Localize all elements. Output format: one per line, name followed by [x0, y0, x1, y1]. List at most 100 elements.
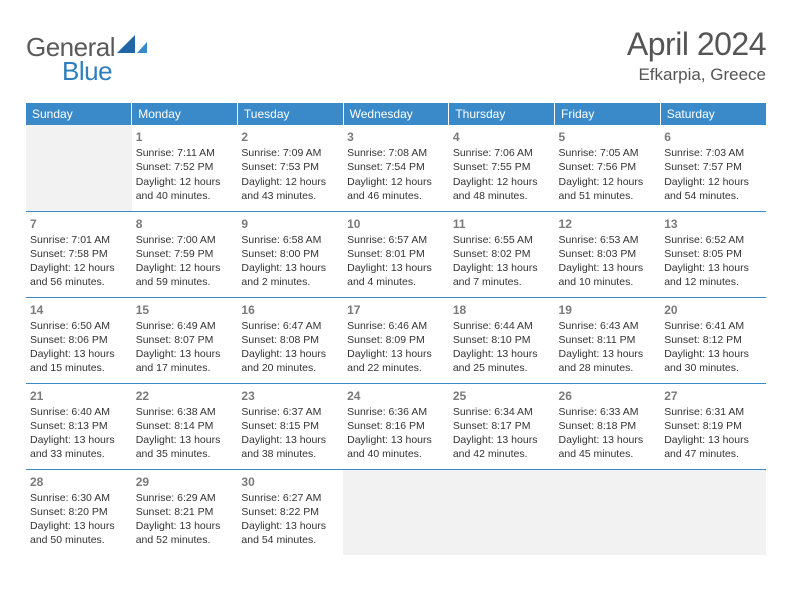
- day-number: 30: [241, 474, 339, 490]
- sunset-text: Sunset: 8:02 PM: [453, 247, 551, 261]
- daylight-text: Daylight: 13 hours: [347, 261, 445, 275]
- day-number: 11: [453, 216, 551, 232]
- daylight-text: Daylight: 13 hours: [453, 433, 551, 447]
- sunset-text: Sunset: 7:56 PM: [559, 160, 657, 174]
- calendar-row: 7Sunrise: 7:01 AMSunset: 7:58 PMDaylight…: [26, 211, 766, 297]
- day-number: 25: [453, 388, 551, 404]
- sunrise-text: Sunrise: 6:38 AM: [136, 405, 234, 419]
- sunrise-text: Sunrise: 6:50 AM: [30, 319, 128, 333]
- daylight-text: Daylight: 12 hours: [559, 175, 657, 189]
- calendar-cell: [449, 469, 555, 555]
- sunset-text: Sunset: 7:57 PM: [664, 160, 762, 174]
- sunset-text: Sunset: 8:07 PM: [136, 333, 234, 347]
- calendar-cell: 23Sunrise: 6:37 AMSunset: 8:15 PMDayligh…: [237, 383, 343, 469]
- calendar-cell: 27Sunrise: 6:31 AMSunset: 8:19 PMDayligh…: [660, 383, 766, 469]
- calendar-cell: 14Sunrise: 6:50 AMSunset: 8:06 PMDayligh…: [26, 297, 132, 383]
- weekday-header: Tuesday: [237, 103, 343, 125]
- calendar-cell: 17Sunrise: 6:46 AMSunset: 8:09 PMDayligh…: [343, 297, 449, 383]
- sunrise-text: Sunrise: 6:43 AM: [559, 319, 657, 333]
- daylight-text: and 43 minutes.: [241, 189, 339, 203]
- day-number: 26: [559, 388, 657, 404]
- daylight-text: and 42 minutes.: [453, 447, 551, 461]
- page-title: April 2024: [627, 26, 766, 63]
- daylight-text: Daylight: 13 hours: [664, 433, 762, 447]
- daylight-text: and 48 minutes.: [453, 189, 551, 203]
- calendar-cell: 15Sunrise: 6:49 AMSunset: 8:07 PMDayligh…: [132, 297, 238, 383]
- sunset-text: Sunset: 8:22 PM: [241, 505, 339, 519]
- day-number: 19: [559, 302, 657, 318]
- sunrise-text: Sunrise: 7:08 AM: [347, 146, 445, 160]
- daylight-text: and 40 minutes.: [347, 447, 445, 461]
- daylight-text: Daylight: 12 hours: [241, 175, 339, 189]
- daylight-text: Daylight: 13 hours: [664, 261, 762, 275]
- sunset-text: Sunset: 8:00 PM: [241, 247, 339, 261]
- calendar-cell: 29Sunrise: 6:29 AMSunset: 8:21 PMDayligh…: [132, 469, 238, 555]
- calendar-cell: [555, 469, 661, 555]
- calendar-cell: 10Sunrise: 6:57 AMSunset: 8:01 PMDayligh…: [343, 211, 449, 297]
- daylight-text: and 25 minutes.: [453, 361, 551, 375]
- day-number: 13: [664, 216, 762, 232]
- daylight-text: and 46 minutes.: [347, 189, 445, 203]
- day-number: 20: [664, 302, 762, 318]
- calendar-cell: 5Sunrise: 7:05 AMSunset: 7:56 PMDaylight…: [555, 125, 661, 211]
- calendar-page: General Blue April 2024 Efkarpia, Greece…: [0, 0, 792, 575]
- calendar-cell: 1Sunrise: 7:11 AMSunset: 7:52 PMDaylight…: [132, 125, 238, 211]
- calendar-cell: 22Sunrise: 6:38 AMSunset: 8:14 PMDayligh…: [132, 383, 238, 469]
- daylight-text: and 20 minutes.: [241, 361, 339, 375]
- daylight-text: Daylight: 13 hours: [241, 519, 339, 533]
- sunrise-text: Sunrise: 6:52 AM: [664, 233, 762, 247]
- daylight-text: and 38 minutes.: [241, 447, 339, 461]
- day-number: 24: [347, 388, 445, 404]
- daylight-text: Daylight: 13 hours: [241, 261, 339, 275]
- daylight-text: and 28 minutes.: [559, 361, 657, 375]
- daylight-text: Daylight: 13 hours: [559, 261, 657, 275]
- sunset-text: Sunset: 8:05 PM: [664, 247, 762, 261]
- daylight-text: Daylight: 12 hours: [664, 175, 762, 189]
- daylight-text: and 56 minutes.: [30, 275, 128, 289]
- daylight-text: Daylight: 13 hours: [241, 347, 339, 361]
- daylight-text: Daylight: 13 hours: [30, 347, 128, 361]
- daylight-text: and 33 minutes.: [30, 447, 128, 461]
- sunrise-text: Sunrise: 6:53 AM: [559, 233, 657, 247]
- daylight-text: Daylight: 12 hours: [136, 261, 234, 275]
- calendar-cell: 9Sunrise: 6:58 AMSunset: 8:00 PMDaylight…: [237, 211, 343, 297]
- sunset-text: Sunset: 8:15 PM: [241, 419, 339, 433]
- calendar-cell: 2Sunrise: 7:09 AMSunset: 7:53 PMDaylight…: [237, 125, 343, 211]
- daylight-text: Daylight: 12 hours: [453, 175, 551, 189]
- daylight-text: and 35 minutes.: [136, 447, 234, 461]
- day-number: 10: [347, 216, 445, 232]
- day-number: 14: [30, 302, 128, 318]
- sunset-text: Sunset: 8:11 PM: [559, 333, 657, 347]
- day-number: 9: [241, 216, 339, 232]
- daylight-text: and 52 minutes.: [136, 533, 234, 547]
- calendar-cell: 8Sunrise: 7:00 AMSunset: 7:59 PMDaylight…: [132, 211, 238, 297]
- weekday-header: Monday: [132, 103, 238, 125]
- sunrise-text: Sunrise: 6:57 AM: [347, 233, 445, 247]
- sunset-text: Sunset: 7:55 PM: [453, 160, 551, 174]
- calendar-cell: 13Sunrise: 6:52 AMSunset: 8:05 PMDayligh…: [660, 211, 766, 297]
- day-number: 3: [347, 129, 445, 145]
- calendar-cell: 20Sunrise: 6:41 AMSunset: 8:12 PMDayligh…: [660, 297, 766, 383]
- sunrise-text: Sunrise: 6:33 AM: [559, 405, 657, 419]
- daylight-text: Daylight: 13 hours: [453, 347, 551, 361]
- weekday-header: Wednesday: [343, 103, 449, 125]
- daylight-text: Daylight: 13 hours: [241, 433, 339, 447]
- sunrise-text: Sunrise: 7:06 AM: [453, 146, 551, 160]
- day-number: 23: [241, 388, 339, 404]
- calendar-cell: 7Sunrise: 7:01 AMSunset: 7:58 PMDaylight…: [26, 211, 132, 297]
- weekday-header: Friday: [555, 103, 661, 125]
- sunrise-text: Sunrise: 7:05 AM: [559, 146, 657, 160]
- daylight-text: Daylight: 13 hours: [30, 433, 128, 447]
- sunrise-text: Sunrise: 6:49 AM: [136, 319, 234, 333]
- calendar-cell: 12Sunrise: 6:53 AMSunset: 8:03 PMDayligh…: [555, 211, 661, 297]
- sunrise-text: Sunrise: 6:40 AM: [30, 405, 128, 419]
- day-number: 16: [241, 302, 339, 318]
- daylight-text: Daylight: 13 hours: [347, 433, 445, 447]
- sunrise-text: Sunrise: 6:44 AM: [453, 319, 551, 333]
- sunrise-text: Sunrise: 6:29 AM: [136, 491, 234, 505]
- day-number: 7: [30, 216, 128, 232]
- daylight-text: Daylight: 13 hours: [30, 519, 128, 533]
- daylight-text: and 15 minutes.: [30, 361, 128, 375]
- day-number: 29: [136, 474, 234, 490]
- day-number: 1: [136, 129, 234, 145]
